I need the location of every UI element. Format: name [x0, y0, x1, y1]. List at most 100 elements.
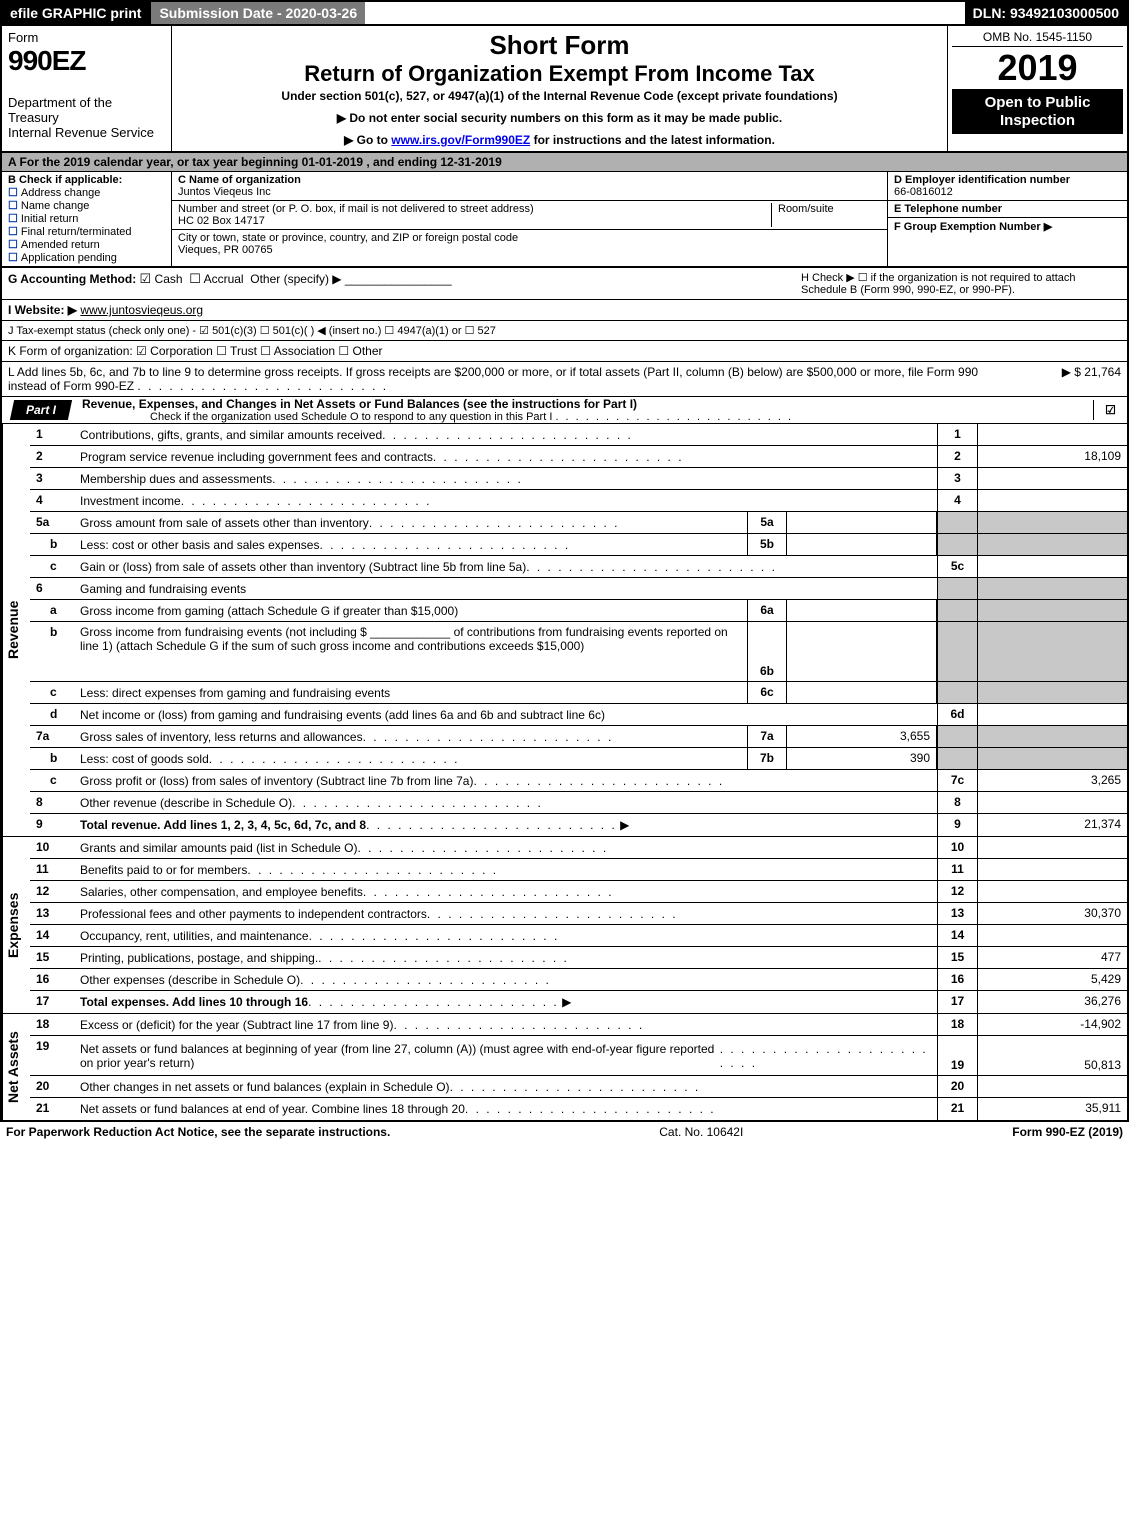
tel-cell: E Telephone number [888, 201, 1127, 218]
line-21-val: 35,911 [977, 1098, 1127, 1120]
org-name: Juntos Vieqeus Inc [178, 186, 881, 198]
group-exemption-cell: F Group Exemption Number ▶ [888, 218, 1127, 235]
chk-amended-return[interactable]: ☐Amended return [8, 238, 165, 251]
line-21: 21Net assets or fund balances at end of … [30, 1098, 1127, 1120]
chk-name-change[interactable]: ☐Name change [8, 199, 165, 212]
line-17-val: 36,276 [977, 991, 1127, 1013]
part1-checkbox[interactable]: ☑ [1093, 400, 1127, 420]
line-15: 15Printing, publications, postage, and s… [30, 947, 1127, 969]
line-13-val: 30,370 [977, 903, 1127, 924]
form-label: Form [8, 30, 165, 45]
row-i-website: I Website: ▶ www.juntosvieqeus.org [0, 300, 1129, 321]
row-j-tax-exempt: J Tax-exempt status (check only one) - ☑… [0, 321, 1129, 341]
line-9: 9 Total revenue. Add lines 1, 2, 3, 4, 5… [30, 814, 1127, 836]
addr-label: Number and street (or P. O. box, if mail… [178, 203, 771, 215]
line-18-val: -14,902 [977, 1014, 1127, 1035]
chk-address-change[interactable]: ☐Address change [8, 186, 165, 199]
room-suite-label: Room/suite [771, 203, 881, 227]
line-17: 17Total expenses. Add lines 10 through 1… [30, 991, 1127, 1013]
line-5c: c Gain or (loss) from sale of assets oth… [30, 556, 1127, 578]
header-mid: Short Form Return of Organization Exempt… [172, 26, 947, 151]
footer-left: For Paperwork Reduction Act Notice, see … [6, 1125, 390, 1139]
line-7b-val: 390 [787, 748, 937, 769]
line-2-val: 18,109 [977, 446, 1127, 467]
line-6b: b Gross income from fundraising events (… [30, 622, 1127, 682]
org-address: HC 02 Box 14717 [178, 215, 771, 227]
line-16-val: 5,429 [977, 969, 1127, 990]
row-l-gross-receipts: L Add lines 5b, 6c, and 7b to line 9 to … [0, 362, 1129, 397]
line-6d: d Net income or (loss) from gaming and f… [30, 704, 1127, 726]
row-g-h: G Accounting Method: ☑ Cash ☐ Accrual Ot… [0, 268, 1129, 300]
line-10: 10Grants and similar amounts paid (list … [30, 837, 1127, 859]
under-section: Under section 501(c), 527, or 4947(a)(1)… [182, 89, 937, 103]
g-other: Other (specify) ▶ [250, 272, 341, 286]
org-city-cell: City or town, state or province, country… [172, 230, 887, 258]
line-1: 1 Contributions, gifts, grants, and simi… [30, 424, 1127, 446]
ein-label: D Employer identification number [894, 174, 1121, 186]
line-7a-val: 3,655 [787, 726, 937, 747]
i-label: I Website: ▶ [8, 303, 77, 317]
line-11: 11Benefits paid to or for members 11 [30, 859, 1127, 881]
revenue-side-label: Revenue [2, 424, 30, 836]
note2-post: for instructions and the latest informat… [530, 133, 775, 147]
irs-link[interactable]: www.irs.gov/Form990EZ [391, 133, 530, 147]
col-b-checkboxes: B Check if applicable: ☐Address change ☐… [2, 172, 172, 266]
line-2: 2 Program service revenue including gove… [30, 446, 1127, 468]
line-6: 6 Gaming and fundraising events [30, 578, 1127, 600]
top-bar: efile GRAPHIC print Submission Date - 20… [0, 0, 1129, 26]
form-header: Form 990EZ Department of the Treasury In… [0, 26, 1129, 153]
expenses-side-label: Expenses [2, 837, 30, 1013]
city-label: City or town, state or province, country… [178, 232, 881, 244]
line-5a: 5a Gross amount from sale of assets othe… [30, 512, 1127, 534]
line-19: 19Net assets or fund balances at beginni… [30, 1036, 1127, 1076]
line-7b: b Less: cost of goods sold 7b 390 [30, 748, 1127, 770]
org-name-cell: C Name of organization Juntos Vieqeus In… [172, 172, 887, 201]
dln-label: DLN: 93492103000500 [965, 2, 1127, 24]
expenses-section: Expenses 10Grants and similar amounts pa… [0, 837, 1129, 1014]
form-number: 990EZ [8, 45, 165, 77]
part1-label: Part I [10, 400, 72, 420]
org-name-label: C Name of organization [178, 174, 881, 186]
website-url[interactable]: www.juntosvieqeus.org [80, 303, 203, 317]
part1-header: Part I Revenue, Expenses, and Changes in… [0, 397, 1129, 424]
line-20: 20Other changes in net assets or fund ba… [30, 1076, 1127, 1098]
open-inspection: Open to Public Inspection [952, 90, 1123, 134]
line-16: 16Other expenses (describe in Schedule O… [30, 969, 1127, 991]
ein-cell: D Employer identification number 66-0816… [888, 172, 1127, 201]
line-19-val: 50,813 [977, 1036, 1127, 1075]
col-b-label: B Check if applicable: [8, 174, 165, 186]
header-right: OMB No. 1545-1150 2019 Open to Public In… [947, 26, 1127, 151]
l-text: L Add lines 5b, 6c, and 7b to line 9 to … [8, 365, 1011, 393]
line-1-val [977, 424, 1127, 445]
col-d-ids: D Employer identification number 66-0816… [887, 172, 1127, 266]
footer-form: Form 990-EZ (2019) [1012, 1125, 1123, 1139]
chk-application-pending[interactable]: ☐Application pending [8, 251, 165, 264]
line-7c: c Gross profit or (loss) from sales of i… [30, 770, 1127, 792]
dept-label: Department of the Treasury [8, 95, 165, 125]
info-block: B Check if applicable: ☐Address change ☐… [0, 172, 1129, 268]
h-schedule-b: H Check ▶ ☐ if the organization is not r… [801, 271, 1121, 296]
line-3: 3 Membership dues and assessments 3 [30, 468, 1127, 490]
g-accrual: Accrual [204, 272, 244, 286]
chk-initial-return[interactable]: ☐Initial return [8, 212, 165, 225]
line-15-val: 477 [977, 947, 1127, 968]
header-left: Form 990EZ Department of the Treasury In… [2, 26, 172, 151]
instructions-link-line: ▶ Go to www.irs.gov/Form990EZ for instru… [182, 133, 937, 147]
line-14: 14Occupancy, rent, utilities, and mainte… [30, 925, 1127, 947]
ssn-warning: ▶ Do not enter social security numbers o… [182, 111, 937, 125]
line-13: 13Professional fees and other payments t… [30, 903, 1127, 925]
netassets-section: Net Assets 18Excess or (deficit) for the… [0, 1014, 1129, 1122]
page-footer: For Paperwork Reduction Act Notice, see … [0, 1122, 1129, 1142]
line-8: 8 Other revenue (describe in Schedule O)… [30, 792, 1127, 814]
omb-number: OMB No. 1545-1150 [952, 28, 1123, 47]
return-title: Return of Organization Exempt From Incom… [182, 61, 937, 87]
efile-label[interactable]: efile GRAPHIC print [2, 2, 149, 24]
row-a-taxyear: A For the 2019 calendar year, or tax yea… [0, 153, 1129, 172]
org-city: Vieques, PR 00765 [178, 244, 881, 256]
netassets-side-label: Net Assets [2, 1014, 30, 1120]
line-7c-val: 3,265 [977, 770, 1127, 791]
chk-final-return[interactable]: ☐Final return/terminated [8, 225, 165, 238]
submission-date: Submission Date - 2020-03-26 [149, 2, 365, 24]
g-cash: Cash [155, 272, 183, 286]
tax-year: 2019 [952, 47, 1123, 90]
